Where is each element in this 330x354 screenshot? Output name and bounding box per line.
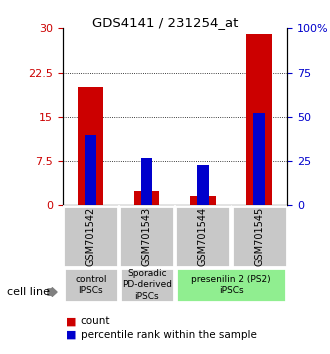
Text: GSM701543: GSM701543 [142,207,152,266]
Text: presenilin 2 (PS2)
iPSCs: presenilin 2 (PS2) iPSCs [191,275,271,295]
Text: GDS4141 / 231254_at: GDS4141 / 231254_at [92,16,238,29]
FancyBboxPatch shape [64,268,118,302]
Bar [190,196,215,205]
Text: Sporadic
PD-derived
iPSCs: Sporadic PD-derived iPSCs [122,269,172,301]
FancyBboxPatch shape [120,268,174,302]
Text: GSM701544: GSM701544 [198,207,208,266]
Text: GSM701545: GSM701545 [254,207,264,266]
Text: control
IPSCs: control IPSCs [75,275,107,295]
FancyBboxPatch shape [176,268,286,302]
Bar [134,190,159,205]
FancyBboxPatch shape [63,206,118,267]
Text: cell line: cell line [7,287,50,297]
Bar [141,158,152,205]
FancyArrow shape [48,287,57,297]
Bar [253,113,265,205]
Bar [197,165,209,205]
Bar [85,135,96,205]
Text: ■: ■ [66,330,77,339]
Text: GSM701542: GSM701542 [86,207,96,266]
FancyBboxPatch shape [176,206,230,267]
Bar [78,87,103,205]
Bar [247,34,272,205]
FancyBboxPatch shape [119,206,174,267]
Text: percentile rank within the sample: percentile rank within the sample [81,330,257,339]
Text: count: count [81,316,110,326]
Text: ■: ■ [66,316,77,326]
FancyBboxPatch shape [232,206,286,267]
